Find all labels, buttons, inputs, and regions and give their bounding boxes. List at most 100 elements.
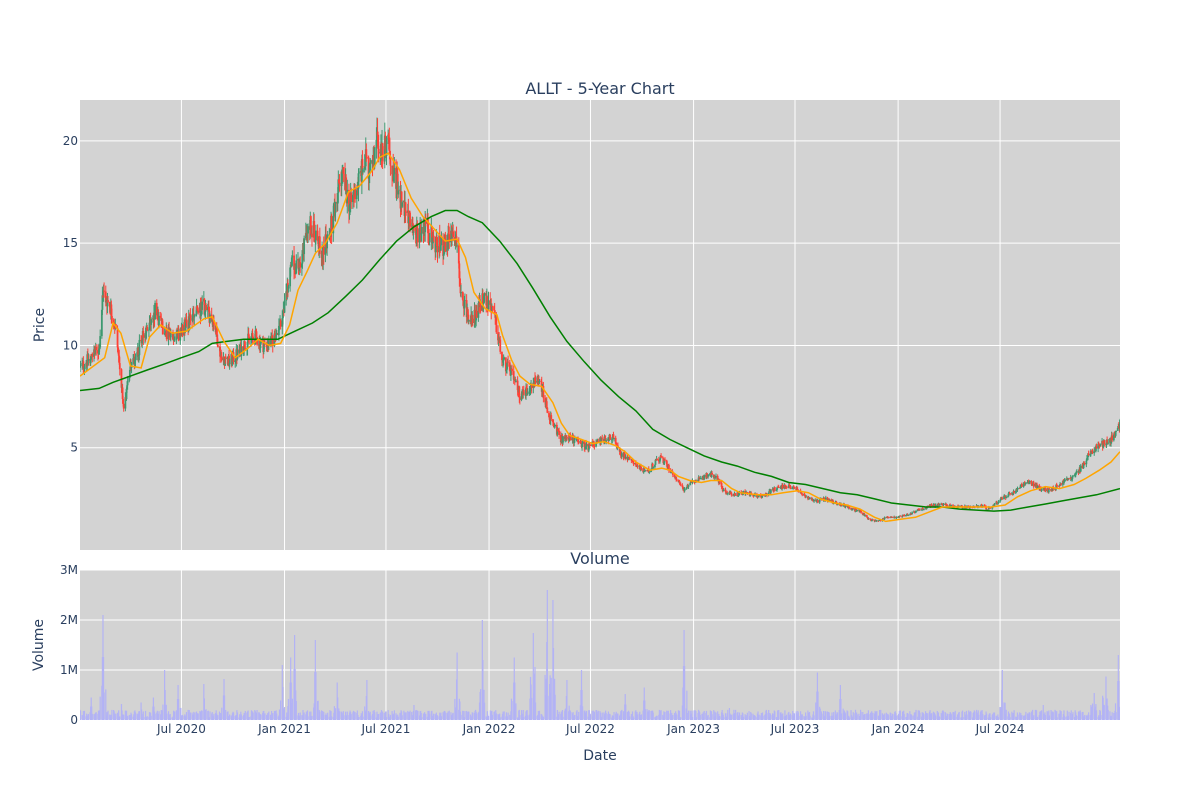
candle-body bbox=[188, 314, 191, 323]
candle-body bbox=[776, 487, 778, 490]
volume-bar bbox=[695, 717, 697, 720]
volume-bar bbox=[844, 713, 847, 720]
candle-body bbox=[163, 333, 166, 335]
candle-body bbox=[357, 173, 360, 189]
candle-body bbox=[204, 311, 206, 315]
volume-bar bbox=[469, 714, 472, 720]
volume-bar bbox=[750, 713, 752, 720]
candle-body bbox=[285, 291, 288, 301]
candle-body bbox=[1059, 483, 1061, 486]
candle-body bbox=[150, 319, 153, 325]
candle-body bbox=[905, 514, 908, 516]
candle-body bbox=[161, 319, 164, 328]
candle-body bbox=[1046, 489, 1049, 491]
candle-body bbox=[1014, 491, 1017, 493]
volume-bar bbox=[476, 713, 478, 720]
volume-bar bbox=[826, 711, 829, 720]
candle-body bbox=[525, 387, 528, 389]
candle-body bbox=[179, 328, 182, 341]
volume-bar bbox=[1035, 710, 1038, 720]
candle-body bbox=[513, 379, 516, 381]
volume-bar bbox=[519, 715, 521, 720]
volume-bar bbox=[625, 704, 627, 720]
candle-body bbox=[240, 346, 243, 357]
candle-body bbox=[262, 345, 265, 352]
candle-body bbox=[1079, 465, 1082, 472]
candle-body bbox=[1095, 446, 1098, 449]
volume-bar bbox=[107, 710, 109, 720]
candle-body bbox=[1082, 462, 1085, 469]
volume-bar bbox=[970, 711, 972, 720]
price-plot-area bbox=[80, 100, 1120, 550]
price-chart-title: ALLT - 5-Year Chart bbox=[525, 79, 674, 98]
candle-body bbox=[812, 499, 814, 501]
candle-body bbox=[839, 505, 842, 507]
candle-body bbox=[1116, 428, 1119, 431]
volume-bar bbox=[397, 716, 399, 720]
candle-body bbox=[545, 401, 548, 408]
candle-body bbox=[447, 233, 450, 235]
candle-body bbox=[643, 468, 646, 472]
candle-body bbox=[283, 300, 286, 313]
candle-body bbox=[526, 393, 529, 394]
volume-bar bbox=[792, 710, 794, 720]
candle-body bbox=[679, 484, 682, 486]
volume-bar bbox=[915, 709, 917, 720]
volume-bar bbox=[738, 712, 741, 720]
volume-bar bbox=[448, 710, 450, 720]
candle-body bbox=[1040, 489, 1043, 492]
candle-body bbox=[915, 510, 917, 513]
volume-bar bbox=[733, 709, 735, 720]
price-y-tick-label: 20 bbox=[63, 134, 78, 148]
candle-body bbox=[173, 339, 176, 341]
volume-bar bbox=[1118, 681, 1120, 720]
candle-body bbox=[236, 349, 239, 359]
volume-bar bbox=[125, 710, 128, 720]
volume-bar bbox=[189, 712, 191, 720]
candle-body bbox=[655, 459, 657, 461]
candle-body bbox=[689, 482, 692, 486]
candle-body bbox=[987, 508, 990, 510]
x-tick-label: Jul 2022 bbox=[565, 722, 615, 736]
candle-body bbox=[1058, 485, 1061, 487]
candle-body bbox=[220, 357, 223, 361]
candle-body bbox=[122, 403, 125, 409]
candle-body bbox=[116, 327, 119, 348]
candle-body bbox=[713, 476, 716, 477]
candle-body bbox=[293, 255, 295, 270]
candle-body bbox=[566, 436, 568, 439]
volume-bar bbox=[809, 715, 811, 720]
candle-body bbox=[941, 503, 944, 505]
candle-body bbox=[332, 203, 335, 217]
candle-body bbox=[697, 477, 700, 481]
candle-body bbox=[761, 496, 763, 498]
volume-bar bbox=[744, 714, 746, 720]
candle-body bbox=[910, 513, 913, 515]
volume-bar bbox=[784, 710, 786, 720]
volume-bar bbox=[327, 712, 329, 720]
candle-body bbox=[631, 458, 634, 462]
volume-bar bbox=[871, 711, 873, 720]
candle-body bbox=[624, 456, 627, 459]
candle-body bbox=[518, 386, 521, 398]
volume-bar bbox=[103, 692, 105, 720]
candle-body bbox=[628, 457, 631, 460]
candle-body bbox=[528, 391, 531, 394]
candle-body bbox=[679, 483, 682, 485]
candle-body bbox=[999, 498, 1002, 501]
volume-bar bbox=[589, 714, 592, 720]
candle-body bbox=[569, 438, 572, 441]
volume-bar bbox=[523, 716, 525, 720]
volume-bar bbox=[118, 710, 120, 720]
candle-body bbox=[893, 516, 896, 518]
candle-body bbox=[444, 234, 447, 252]
volume-bar bbox=[666, 710, 668, 720]
volume-bar bbox=[574, 714, 576, 720]
candle-body bbox=[610, 439, 613, 441]
candle-body bbox=[307, 226, 309, 234]
candle-body bbox=[121, 387, 124, 399]
candle-body bbox=[313, 220, 316, 242]
candle-body bbox=[777, 487, 780, 488]
volume-bar bbox=[1091, 703, 1094, 720]
candle-body bbox=[1099, 444, 1102, 446]
